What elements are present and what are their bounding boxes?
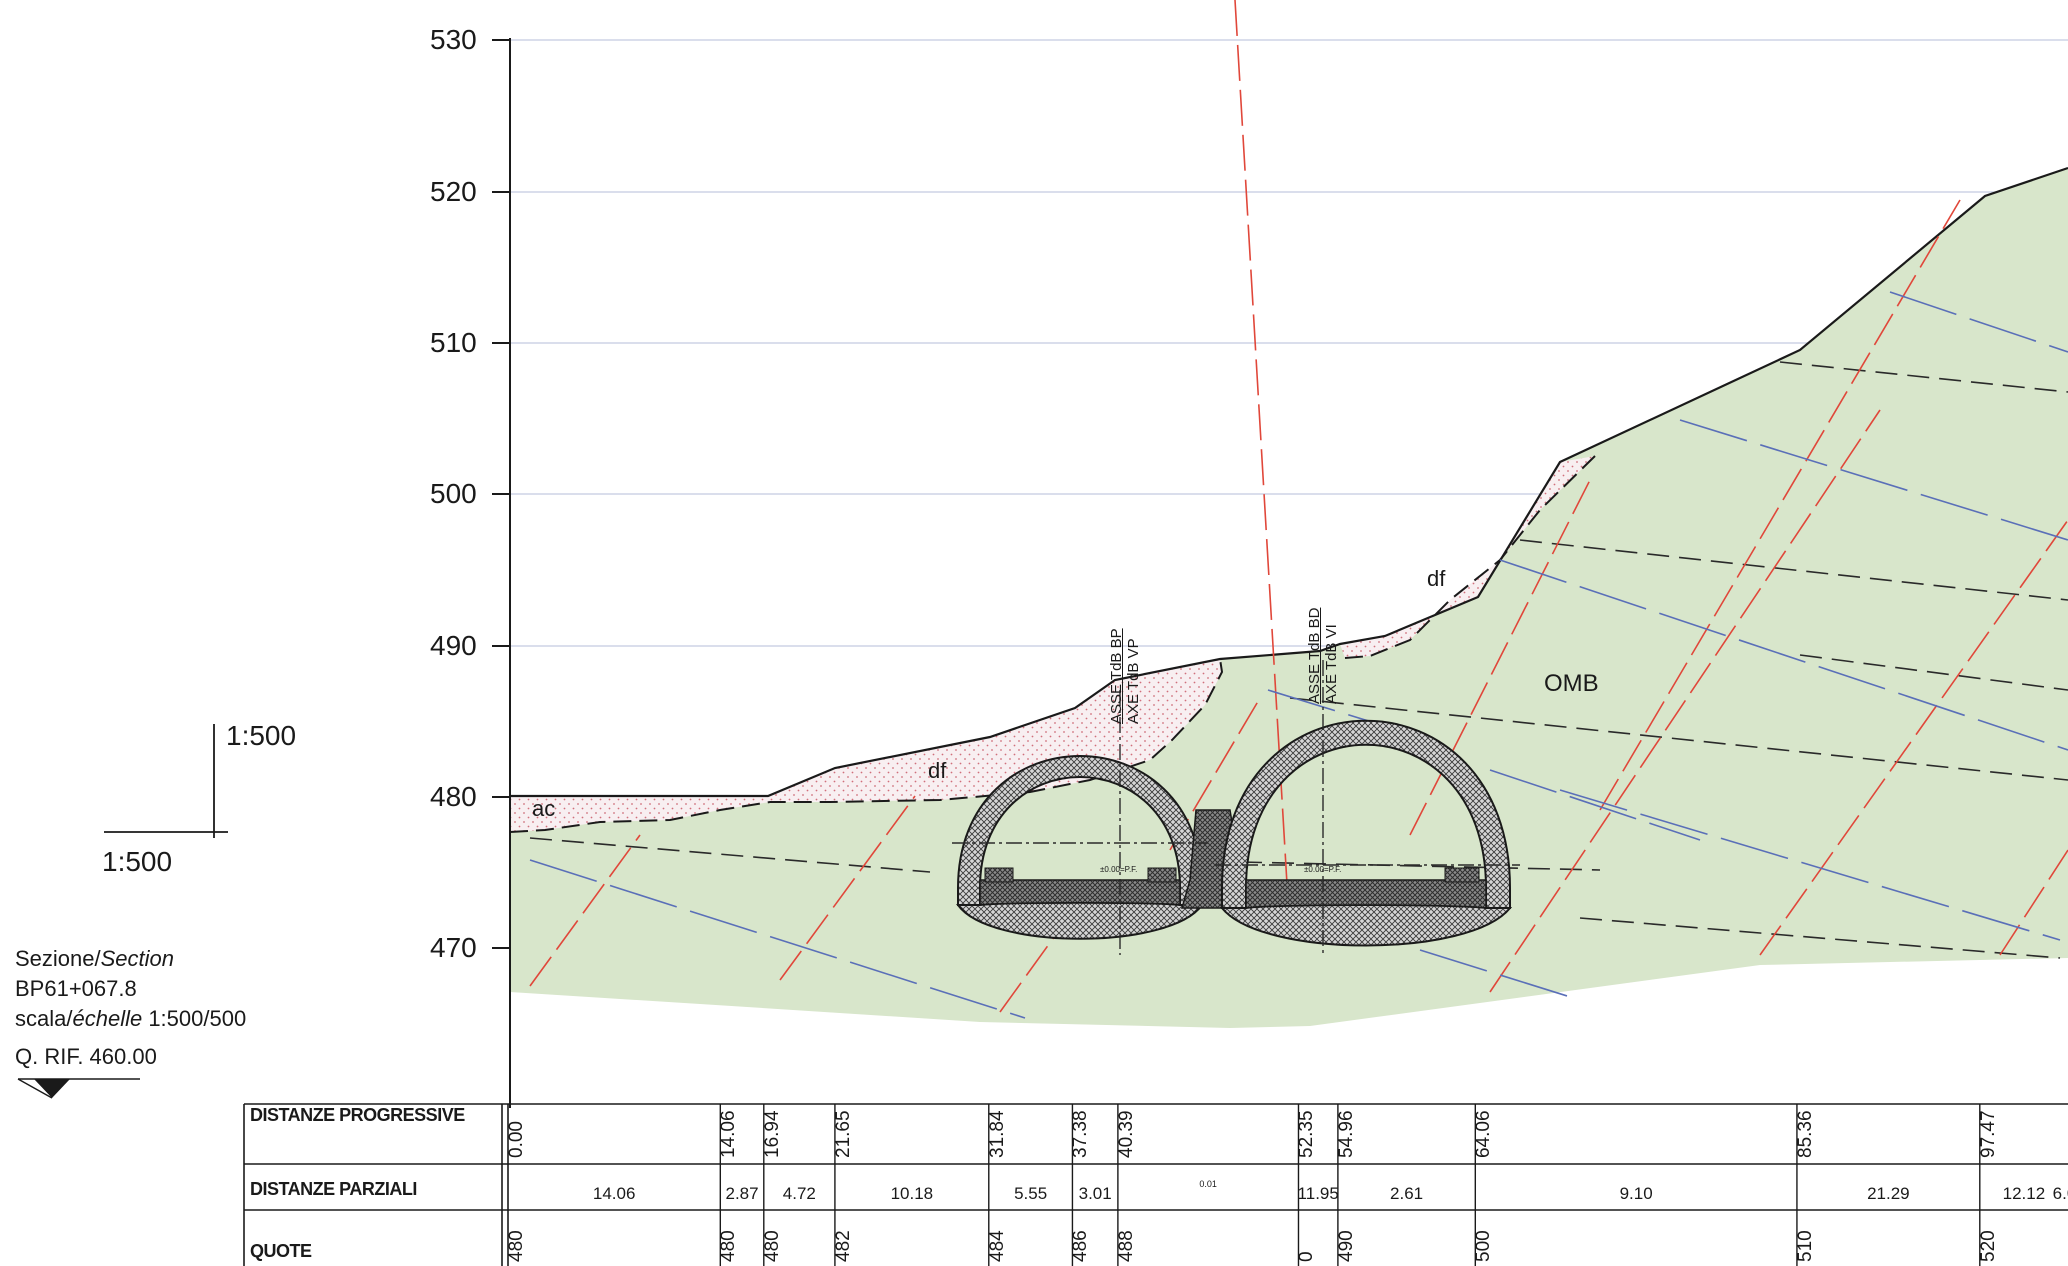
elevation-value: 510 <box>1794 1230 1816 1262</box>
section-info: Sezione/Section BP61+067.8 scala/échelle… <box>15 944 246 1072</box>
partial-distance-value: 6.00 <box>2052 1184 2068 1203</box>
tunnel-axis-right-it: ASSE TdB BD <box>1306 607 1323 704</box>
progressive-distance-value: 54.96 <box>1335 1110 1357 1158</box>
tunnel-axis-left-it: ASSE TdB BP <box>1108 628 1125 724</box>
elevation-value: 0 <box>1296 1251 1318 1262</box>
partial-distance-value: 21.29 <box>1867 1184 1910 1203</box>
y-tick-label-480: 480 <box>430 781 477 812</box>
elevation-value: 490 <box>1335 1230 1357 1262</box>
scale-value: 1:500/500 <box>142 1006 247 1031</box>
tunnel-axis-right-fr: AXE TdB VI <box>1323 624 1340 704</box>
progressive-distance-value: 40.39 <box>1115 1110 1137 1158</box>
elevation-value: 488 <box>1115 1230 1137 1262</box>
reference-level: Q. RIF. 460.00 <box>15 1044 157 1069</box>
progressive-distance-value: 21.65 <box>832 1110 854 1158</box>
zone-label-omb: OMB <box>1544 670 1599 697</box>
section-label-fr: Section <box>100 946 175 971</box>
zone-label-df-right: df <box>1427 566 1446 591</box>
partial-distance-value: 5.55 <box>1014 1184 1048 1203</box>
elevation-value: 500 <box>1473 1230 1495 1262</box>
tunnel-right <box>1219 719 1513 947</box>
partial-distance-value: 3.01 <box>1078 1184 1112 1203</box>
elevation-value: 480 <box>506 1230 527 1262</box>
scale-label-it: scala/ <box>15 1006 73 1031</box>
terrain-profile <box>510 166 2068 798</box>
zone-df-right <box>1340 456 1595 658</box>
progressive-distance-value: 31.84 <box>986 1110 1008 1158</box>
tunnel-centerlines <box>952 660 1520 955</box>
progressive-distance-value: 16.94 <box>761 1110 783 1158</box>
progressive-distance-value: 14.06 <box>718 1110 740 1158</box>
partial-distance-value: 2.61 <box>1390 1184 1424 1203</box>
horizontal-scale-label: 1:500 <box>102 846 173 877</box>
elevation-value: 482 <box>832 1230 854 1262</box>
partial-distance-value: 9.10 <box>1619 1184 1653 1203</box>
y-tick-label-530: 530 <box>430 24 477 55</box>
progressive-distance-value: 52.35 <box>1296 1110 1318 1158</box>
zone-ac-deposit <box>510 796 770 832</box>
table-row-label-quote: QUOTE <box>250 1241 312 1261</box>
y-tick-label-470: 470 <box>430 932 477 963</box>
section-id: BP61+067.8 <box>15 976 137 1001</box>
joint-lines-blue <box>529 291 2068 1019</box>
ground-mass <box>510 168 2068 1028</box>
tunnel-axis-left-fr: AXE TdB VP <box>1125 638 1142 724</box>
vertical-scale-label: 1:500 <box>226 720 297 751</box>
elevation-value: 480 <box>761 1230 783 1262</box>
y-tick-label-490: 490 <box>430 630 477 661</box>
tunnel-axis-label-left: ASSE TdB BP AXE TdB VP <box>1108 628 1142 724</box>
y-axis <box>492 38 511 1108</box>
partial-distance-value: 12.12 <box>2002 1184 2046 1203</box>
partial-distance-value: 11.95 <box>1297 1184 1339 1203</box>
tunnel-left <box>956 755 1204 940</box>
reference-level-symbol <box>17 1078 140 1099</box>
scale-label-fr: échelle <box>72 1006 143 1031</box>
progressive-distance-value: 64.06 <box>1473 1110 1495 1158</box>
tunnel-axis-label-right: ASSE TdB BD AXE TdB VI <box>1306 608 1340 704</box>
joint-lines-black <box>529 361 2068 959</box>
progressive-distance-value: 0.00 <box>506 1121 527 1158</box>
zone-label-ac: ac <box>532 796 556 821</box>
progressive-distance-value: 97.47 <box>1977 1110 1999 1158</box>
partial-distance-value: 2.87 <box>725 1184 759 1203</box>
elevation-value: 520 <box>1977 1230 1999 1262</box>
zone-label-df-left: df <box>928 758 947 783</box>
table-row-label-partial: DISTANZE PARZIALI <box>250 1179 417 1199</box>
partial-distance-value: 4.72 <box>782 1184 816 1203</box>
elevation-value: 480 <box>718 1230 740 1262</box>
y-tick-label-510: 510 <box>430 327 477 358</box>
section-label: Sezione/ <box>15 946 101 971</box>
data-table-grid <box>243 1103 2068 1266</box>
table-column-ticks <box>719 1104 1981 1266</box>
partial-distance-value: 10.18 <box>890 1184 934 1203</box>
progressive-distance-value: 85.36 <box>1794 1110 1816 1158</box>
progressive-distance-value: 37.38 <box>1070 1110 1092 1158</box>
partial-distance-value: 14.06 <box>592 1184 636 1203</box>
tunnel-right-pf-label: ±0.00=P.F. <box>1304 865 1342 874</box>
scale-bars <box>104 724 228 838</box>
elevation-value: 484 <box>986 1230 1008 1262</box>
tunnel-left-pf-label: ±0.00=P.F. <box>1100 865 1138 874</box>
y-tick-label-500: 500 <box>430 478 477 509</box>
partial-distance-value: 0.01 <box>1199 1179 1217 1189</box>
y-tick-label-520: 520 <box>430 176 477 207</box>
deposit-boundaries <box>509 455 1596 833</box>
table-row-label-progressive: DISTANZE PROGRESSIVE <box>250 1105 465 1125</box>
elevation-value: 486 <box>1070 1230 1092 1262</box>
